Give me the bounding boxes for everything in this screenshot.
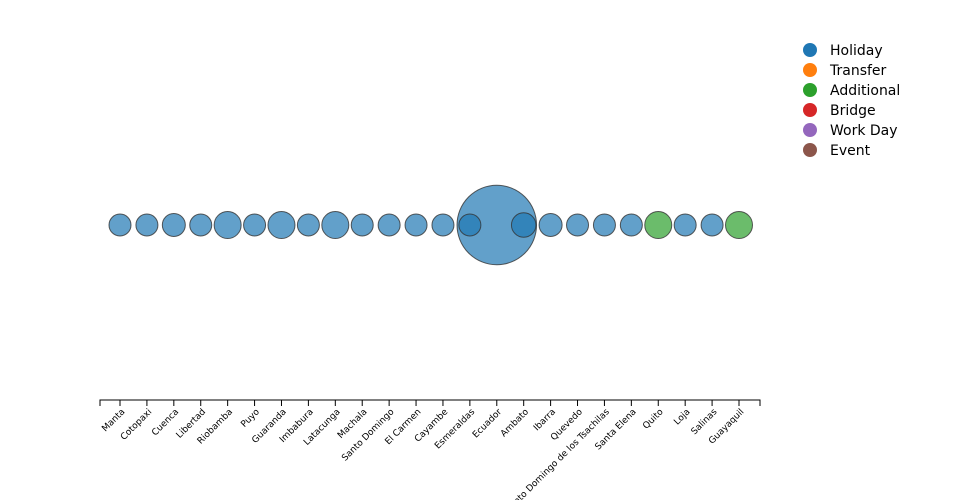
bubble-quito[interactable] xyxy=(644,211,673,239)
x-tick: Cotopaxi xyxy=(119,400,154,443)
bubble-machala[interactable] xyxy=(350,213,374,237)
legend-item: Event xyxy=(803,143,871,159)
x-tick-label: Puyo xyxy=(239,407,262,430)
x-tick-label: Loja xyxy=(672,407,692,427)
legend-item: Additional xyxy=(803,83,900,99)
legend-label: Work Day xyxy=(830,123,898,139)
bubble-guayaquil[interactable] xyxy=(725,211,753,239)
x-tick-label: Quito xyxy=(641,407,666,432)
legend-item: Bridge xyxy=(803,103,876,119)
bubbles xyxy=(108,184,753,266)
x-tick-label: Ambato xyxy=(499,407,531,439)
bubble-ecuador[interactable] xyxy=(456,184,538,266)
legend-marker xyxy=(803,63,817,77)
bubble-cayambe[interactable] xyxy=(431,213,455,237)
bubble-ibarra[interactable] xyxy=(538,213,563,237)
bubble-ambato[interactable] xyxy=(510,212,537,238)
legend-item: Work Day xyxy=(803,123,898,139)
bubble-salinas[interactable] xyxy=(700,213,724,237)
bubble-guaranda[interactable] xyxy=(267,211,296,239)
legend-label: Additional xyxy=(830,83,900,99)
legend: Holiday Transfer Additional Bridge Work Day E… xyxy=(803,43,900,159)
x-tick-label: Ibarra xyxy=(532,407,558,433)
bubble-latacunga[interactable] xyxy=(321,211,350,239)
bubble-cuenca[interactable] xyxy=(161,213,186,237)
legend-label: Bridge xyxy=(830,103,876,119)
bubble-cotopaxi[interactable] xyxy=(135,213,159,237)
bubble-quevedo[interactable] xyxy=(566,213,590,237)
x-tick: Loja xyxy=(672,400,693,427)
bubble-manta[interactable] xyxy=(108,213,132,237)
legend-label: Event xyxy=(830,143,871,159)
x-tick: Quito xyxy=(641,400,666,432)
legend-marker xyxy=(803,143,817,157)
x-tick: Ibarra xyxy=(532,400,558,433)
x-tick: Riobamba xyxy=(196,400,235,447)
legend-item: Transfer xyxy=(803,63,887,79)
x-tick: Esmeraldas xyxy=(433,400,477,451)
legend-marker xyxy=(803,43,817,57)
legend-item: Holiday xyxy=(803,43,883,59)
x-axis-line xyxy=(99,399,761,406)
bubble-esmeraldas[interactable] xyxy=(458,213,482,237)
legend-marker xyxy=(803,103,817,117)
x-tick-label: Ecuador xyxy=(471,407,504,440)
bubble-santo-domingo-de-los-tsachilas[interactable] xyxy=(592,213,616,237)
legend-marker xyxy=(803,83,817,97)
legend-label: Transfer xyxy=(829,63,887,79)
legend-label: Holiday xyxy=(830,43,883,59)
x-tick: Ambato xyxy=(499,400,531,439)
x-tick: Guayaquil xyxy=(707,400,746,446)
x-tick: Santa Elena xyxy=(594,400,639,452)
bubble-libertad[interactable] xyxy=(189,213,213,237)
bubble-puyo[interactable] xyxy=(243,213,267,237)
x-tick: Manta xyxy=(100,400,127,434)
legend-marker xyxy=(803,123,817,137)
bubble-imbabura[interactable] xyxy=(296,213,320,237)
bubble-riobamba[interactable] xyxy=(213,211,242,239)
bubble-loja[interactable] xyxy=(673,213,697,237)
bubble-el-carmen[interactable] xyxy=(404,213,428,237)
x-tick: Ecuador xyxy=(471,400,504,440)
bubble-santa-elena[interactable] xyxy=(619,213,643,237)
x-tick: Puyo xyxy=(239,400,262,430)
bubble-santo-domingo[interactable] xyxy=(377,213,401,237)
